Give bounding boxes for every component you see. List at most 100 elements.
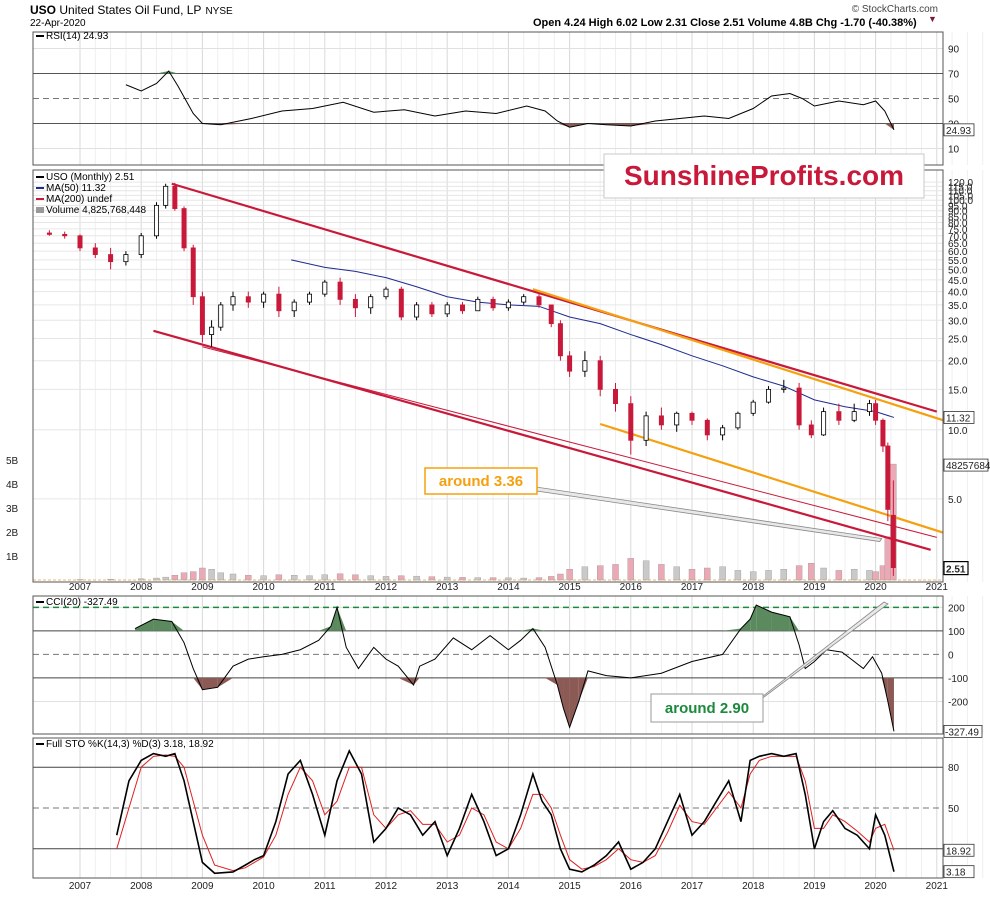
candle-body — [597, 360, 603, 390]
volume-bar — [306, 575, 313, 581]
price-y-tick: 60.0 — [948, 247, 968, 258]
volume-bar — [884, 536, 892, 581]
rsi-y-tick: 10 — [948, 145, 960, 156]
rsi-oversold-fill — [557, 123, 570, 128]
price-panel-frame — [32, 169, 944, 583]
volume-bar — [866, 570, 873, 581]
trendline-lower-red-thin — [202, 346, 937, 538]
rsi-oversold-fill — [220, 123, 252, 125]
ma50-legend-text: MA(50) 11.32 — [46, 183, 106, 194]
volume-bar — [566, 569, 573, 581]
candle-body — [689, 412, 695, 421]
candle-body — [153, 204, 159, 237]
volume-bar — [627, 558, 634, 581]
candle-body — [720, 427, 726, 436]
volume-bar — [780, 569, 787, 581]
price-y-tick: 100.0 — [948, 196, 973, 207]
cci-negative-fill — [578, 677, 588, 702]
brand-text: SunshineProfits.com — [624, 160, 904, 191]
cci-positive-fill — [789, 616, 800, 631]
volume-bar — [673, 566, 680, 581]
brand-box — [603, 153, 925, 199]
rsi-legend-icon — [36, 35, 44, 38]
cci-negative-fill — [545, 677, 558, 685]
candle-body — [123, 254, 129, 263]
volume-bar — [208, 569, 215, 581]
sto-d-value-tag: 18.92 — [946, 846, 971, 857]
symbol: USO — [30, 3, 57, 17]
candle-body — [821, 411, 827, 436]
cci-positive-fill — [771, 612, 790, 631]
cci-negative-fill — [887, 677, 894, 732]
cci-y-tick: -100 — [948, 674, 968, 685]
rsi-panel — [33, 48, 943, 149]
callout-box-336 — [424, 467, 538, 495]
x-tick-label: 2012 — [375, 881, 398, 892]
candle-body — [46, 232, 52, 235]
x-tick-label: 2012 — [375, 582, 398, 593]
x-tick-label: 2017 — [681, 881, 704, 892]
candle-body — [475, 298, 481, 312]
candle-body — [199, 296, 205, 335]
candle-body — [352, 298, 358, 309]
volume-bar — [658, 564, 665, 581]
price-y-tick: 45.0 — [948, 276, 968, 287]
x-tick-label: 2018 — [742, 881, 765, 892]
volume-y-tick: 1B — [6, 552, 19, 563]
ma50-value-tag: 11.32 — [946, 413, 971, 424]
candle-body — [658, 415, 664, 426]
price-y-tick: 25.0 — [948, 334, 968, 345]
fund-name: United States Oil Fund, LP — [59, 3, 202, 17]
sto-d-line — [116, 754, 895, 872]
volume-bar — [190, 571, 197, 581]
volume-y-tick: 4B — [6, 480, 19, 491]
tick-labels: 2007 2007 2008 2008 2009 2009 2010 2010 2011 2011… — [6, 45, 990, 893]
rsi-panel-frame — [32, 31, 944, 166]
volume-y-tick: 5B — [6, 456, 19, 467]
candle-body — [383, 288, 389, 298]
price-legend: USO (Monthly) 2.51 MA(50) 11.32 MA(200) … — [36, 172, 146, 216]
candle-body — [890, 514, 896, 569]
candle-body — [62, 233, 68, 237]
cci-legend: CCI(20) -327.49 — [36, 597, 118, 608]
price-y-tick: 20.0 — [948, 357, 968, 368]
header-title: USO United States Oil Fund, LP NYSE — [30, 3, 233, 17]
volume-bar — [245, 575, 252, 581]
volume-bar — [704, 567, 711, 581]
rsi-oversold-fill — [630, 123, 656, 126]
x-tick-label: 2013 — [436, 582, 459, 593]
x-tick-label: 2019 — [803, 582, 826, 593]
x-tick-label: 2010 — [252, 881, 275, 892]
candle-body — [459, 304, 465, 312]
cci-negative-fill — [217, 677, 233, 688]
sto-legend-text: Full STO %K(14,3) %D(3) 3.18, 18.92 — [46, 739, 214, 750]
price-y-tick: 30.0 — [948, 316, 968, 327]
volume-bar — [398, 575, 405, 581]
volume-y-tick: 3B — [6, 504, 19, 515]
volume-bar — [137, 578, 145, 581]
ma50-value-tag-box — [943, 411, 975, 424]
candle-body — [444, 304, 450, 315]
x-tick-label: 2007 — [69, 582, 92, 593]
price-y-tick: 80.0 — [948, 218, 968, 229]
ma200-legend-icon — [36, 198, 44, 201]
callout-text-336: around 3.36 — [439, 473, 523, 490]
cci-value-tag-box — [943, 725, 983, 738]
volume-bar — [820, 567, 827, 581]
sto-k-line — [115, 748, 895, 875]
ma200-legend-text: MA(200) undef — [46, 194, 113, 205]
x-tick-label: 2011 — [314, 881, 336, 892]
volume-bar — [719, 566, 726, 581]
x-tick-label: 2009 — [191, 881, 214, 892]
volume-bar — [413, 575, 420, 581]
candle-body — [613, 388, 619, 405]
x-tick-label: 2013 — [436, 881, 459, 892]
volume-bar — [459, 577, 466, 581]
candle-body — [209, 326, 215, 335]
volume-bar — [171, 575, 179, 581]
x-tick-label: 2010 — [252, 582, 275, 593]
volume-bar — [428, 576, 436, 581]
candle-body — [92, 247, 98, 255]
candle-body — [398, 288, 404, 318]
candle-body — [567, 355, 573, 372]
